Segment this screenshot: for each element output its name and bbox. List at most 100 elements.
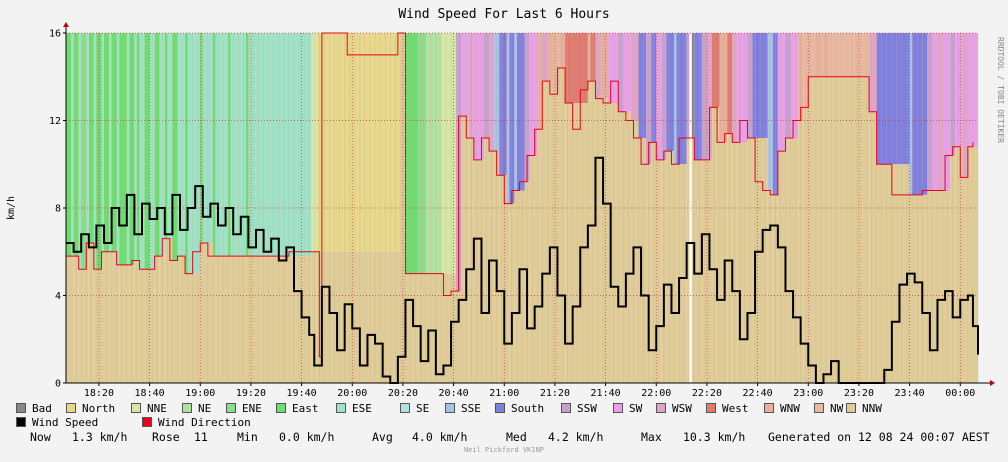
x-axis-arrow [990, 380, 995, 386]
direction-band-lower [785, 138, 791, 383]
legend-swatch [131, 403, 141, 413]
stats-bar: Now 1.3 km/h Rose 11 Min 0.0 km/h Avg 4.… [0, 430, 1008, 444]
wind-speed-line [66, 156, 979, 384]
direction-band-upper [529, 33, 538, 156]
y-tick-label: 12 [49, 116, 61, 127]
direction-band-lower [516, 190, 525, 383]
rrdtool-credit: RRDTOOL / TOBI OETIKER [996, 37, 1005, 143]
author-credit: Neil Pickford VK1NP [463, 446, 545, 454]
direction-band-lower [828, 76, 870, 383]
legend-swatch [656, 403, 666, 413]
direction-band-lower [537, 129, 543, 383]
direction-band-upper [630, 33, 639, 121]
direction-band-upper [440, 33, 457, 274]
legend-swatch [764, 403, 774, 413]
legend-swatch [495, 403, 505, 413]
direction-band-upper [109, 33, 112, 252]
direction-band-upper [461, 33, 469, 117]
direction-band-lower [810, 76, 816, 383]
x-tick-label: 23:20 [844, 388, 874, 399]
direction-band-upper [955, 33, 963, 147]
direction-band-upper [790, 33, 799, 138]
direction-band-upper [200, 33, 203, 243]
direction-band-upper [962, 33, 968, 178]
legend-label: SSW [577, 402, 597, 415]
direction-band-lower [552, 94, 560, 383]
direction-band-upper [638, 33, 647, 138]
direction-band-lower [542, 81, 548, 383]
direction-band-lower [790, 138, 799, 383]
x-tick-label: 00:00 [945, 388, 975, 399]
direction-band-lower [126, 264, 130, 383]
direction-band-lower [820, 76, 824, 383]
legend-label: Bad [32, 402, 52, 415]
direction-band-lower [248, 256, 312, 383]
direction-band-lower [86, 243, 89, 383]
direction-band-upper [808, 33, 811, 77]
x-tick-label: 20:00 [337, 388, 367, 399]
legend-swatch [16, 403, 26, 413]
legend-label: SW [629, 402, 643, 415]
direction-band-upper [719, 33, 728, 143]
direction-band-upper [499, 33, 507, 176]
direction-band-lower [909, 194, 913, 383]
legend-item: NNW [846, 402, 882, 415]
x-tick-label: 18:20 [84, 388, 114, 399]
legend-swatch [16, 417, 26, 427]
x-tick-label: 19:40 [287, 388, 317, 399]
avg-label: Avg [372, 430, 393, 444]
direction-band-lower [245, 256, 249, 383]
direction-band-upper [537, 33, 543, 130]
direction-band-lower [164, 238, 168, 383]
x-tick-label: 20:40 [439, 388, 469, 399]
direction-band-upper [172, 33, 178, 261]
legend-label: SE [416, 402, 430, 415]
legend-label: East [292, 402, 319, 415]
direction-band-lower [109, 251, 112, 383]
legend-item: SSW [561, 402, 597, 415]
direction-band-upper [691, 33, 695, 138]
direction-band-upper [552, 33, 560, 95]
direction-band-upper [506, 33, 510, 204]
direction-band-lower [600, 98, 609, 383]
direction-band-lower [187, 273, 201, 383]
direction-band-lower [111, 251, 117, 383]
max-value: 10.3 km/h [683, 430, 746, 444]
direction-band-upper [66, 33, 72, 257]
direction-band-upper [212, 33, 216, 257]
direction-band-lower [78, 269, 82, 383]
direction-band-upper [425, 33, 441, 274]
generated-text: Generated on 12 08 24 00:07 AEST [768, 430, 990, 444]
direction-band-lower [712, 107, 720, 383]
direction-band-lower [116, 264, 120, 383]
legend-label: NNW [862, 402, 882, 415]
direction-band-lower [212, 256, 216, 383]
direction-band-lower [808, 76, 811, 383]
x-tick-label: 22:20 [692, 388, 722, 399]
direction-band-upper [418, 33, 426, 274]
direction-band-lower [912, 194, 928, 383]
now-label: Now [30, 430, 51, 444]
direction-band-upper [111, 33, 117, 252]
legend-label: WNW [780, 402, 800, 415]
direction-band-upper [405, 33, 419, 274]
direction-band-upper [116, 33, 120, 265]
now-value: 1.3 km/h [72, 430, 128, 444]
direction-band-upper [565, 33, 588, 103]
legend-label: NE [198, 402, 212, 415]
legend-swatch [226, 403, 236, 413]
rose-label: Rose [152, 430, 180, 444]
direction-band-lower [316, 251, 401, 383]
direction-band-upper [815, 33, 821, 77]
direction-band-upper [600, 33, 609, 99]
direction-band-lower [405, 273, 419, 383]
med-label: Med [506, 430, 527, 444]
direction-band-upper [187, 33, 201, 274]
direction-band-lower [228, 256, 231, 383]
direction-band-upper [177, 33, 186, 257]
direction-band-upper [96, 33, 102, 270]
direction-band-upper [828, 33, 870, 77]
direction-band-lower [674, 164, 677, 383]
direction-band-lower [876, 164, 910, 383]
min-label: Min [237, 430, 258, 444]
